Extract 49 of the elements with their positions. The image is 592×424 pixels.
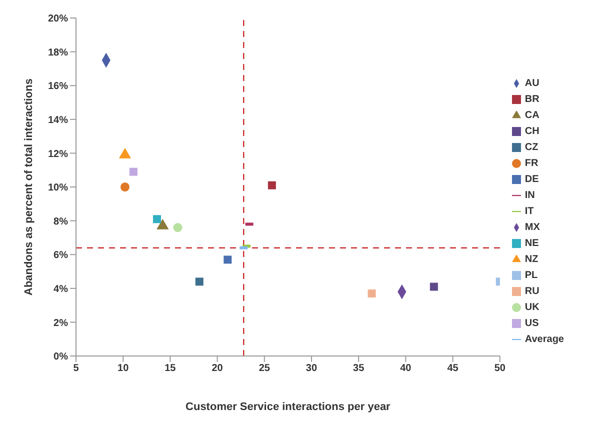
x-tick-label: 40 xyxy=(400,363,412,374)
legend-label: US xyxy=(524,318,539,329)
x-tick-label: 50 xyxy=(494,363,506,374)
x-tick-label: 45 xyxy=(447,363,459,374)
x-tick-label: 20 xyxy=(212,363,224,374)
legend-label: DE xyxy=(524,174,539,185)
x-tick-label: 25 xyxy=(258,363,270,374)
legend-label: UK xyxy=(524,302,540,313)
point xyxy=(195,278,204,286)
y-tick-label: 18% xyxy=(48,47,68,58)
x-tick-label: 10 xyxy=(118,363,130,374)
x-axis-title: Customer Service interactions per year xyxy=(186,401,392,413)
x-tick-label: 15 xyxy=(164,363,176,374)
legend-label: NZ xyxy=(524,254,538,265)
legend-label: CZ xyxy=(524,142,538,153)
point xyxy=(129,168,138,176)
x-tick-label: 35 xyxy=(353,363,365,374)
y-tick-label: 8% xyxy=(54,216,68,228)
legend-label: RU xyxy=(524,286,540,297)
legend-label: FR xyxy=(524,158,538,169)
point xyxy=(268,181,276,190)
y-tick-label: 12% xyxy=(48,148,68,160)
y-tick-label: 20% xyxy=(48,14,68,25)
y-tick-label: 6% xyxy=(54,250,68,262)
point xyxy=(153,215,162,224)
y-tick-label: 2% xyxy=(54,318,68,329)
point xyxy=(430,282,438,291)
legend-label: MX xyxy=(524,222,540,233)
point xyxy=(224,256,232,264)
x-tick-label: 30 xyxy=(306,363,318,374)
legend-label: CH xyxy=(524,126,540,137)
point xyxy=(368,289,376,298)
point xyxy=(173,223,182,232)
legend-label: BR xyxy=(524,94,540,105)
legend-label: IN xyxy=(524,190,535,201)
legend-label: AU xyxy=(524,78,540,89)
legend-label: Average xyxy=(524,334,564,345)
x-tick-label: 5 xyxy=(73,363,80,374)
y-tick-label: 14% xyxy=(48,114,68,126)
y-tick-label: 10% xyxy=(48,182,68,194)
legend-label: NE xyxy=(524,238,539,249)
point xyxy=(120,182,130,192)
y-axis-title: Abandons as percent of total interactions xyxy=(22,78,35,296)
legend-label: PL xyxy=(524,270,538,281)
y-tick-label: 16% xyxy=(48,81,68,92)
legend-label: IT xyxy=(524,206,534,217)
y-tick-label: 4% xyxy=(54,284,68,295)
legend-label: CA xyxy=(524,110,540,121)
y-tick-label: 0% xyxy=(54,352,68,363)
